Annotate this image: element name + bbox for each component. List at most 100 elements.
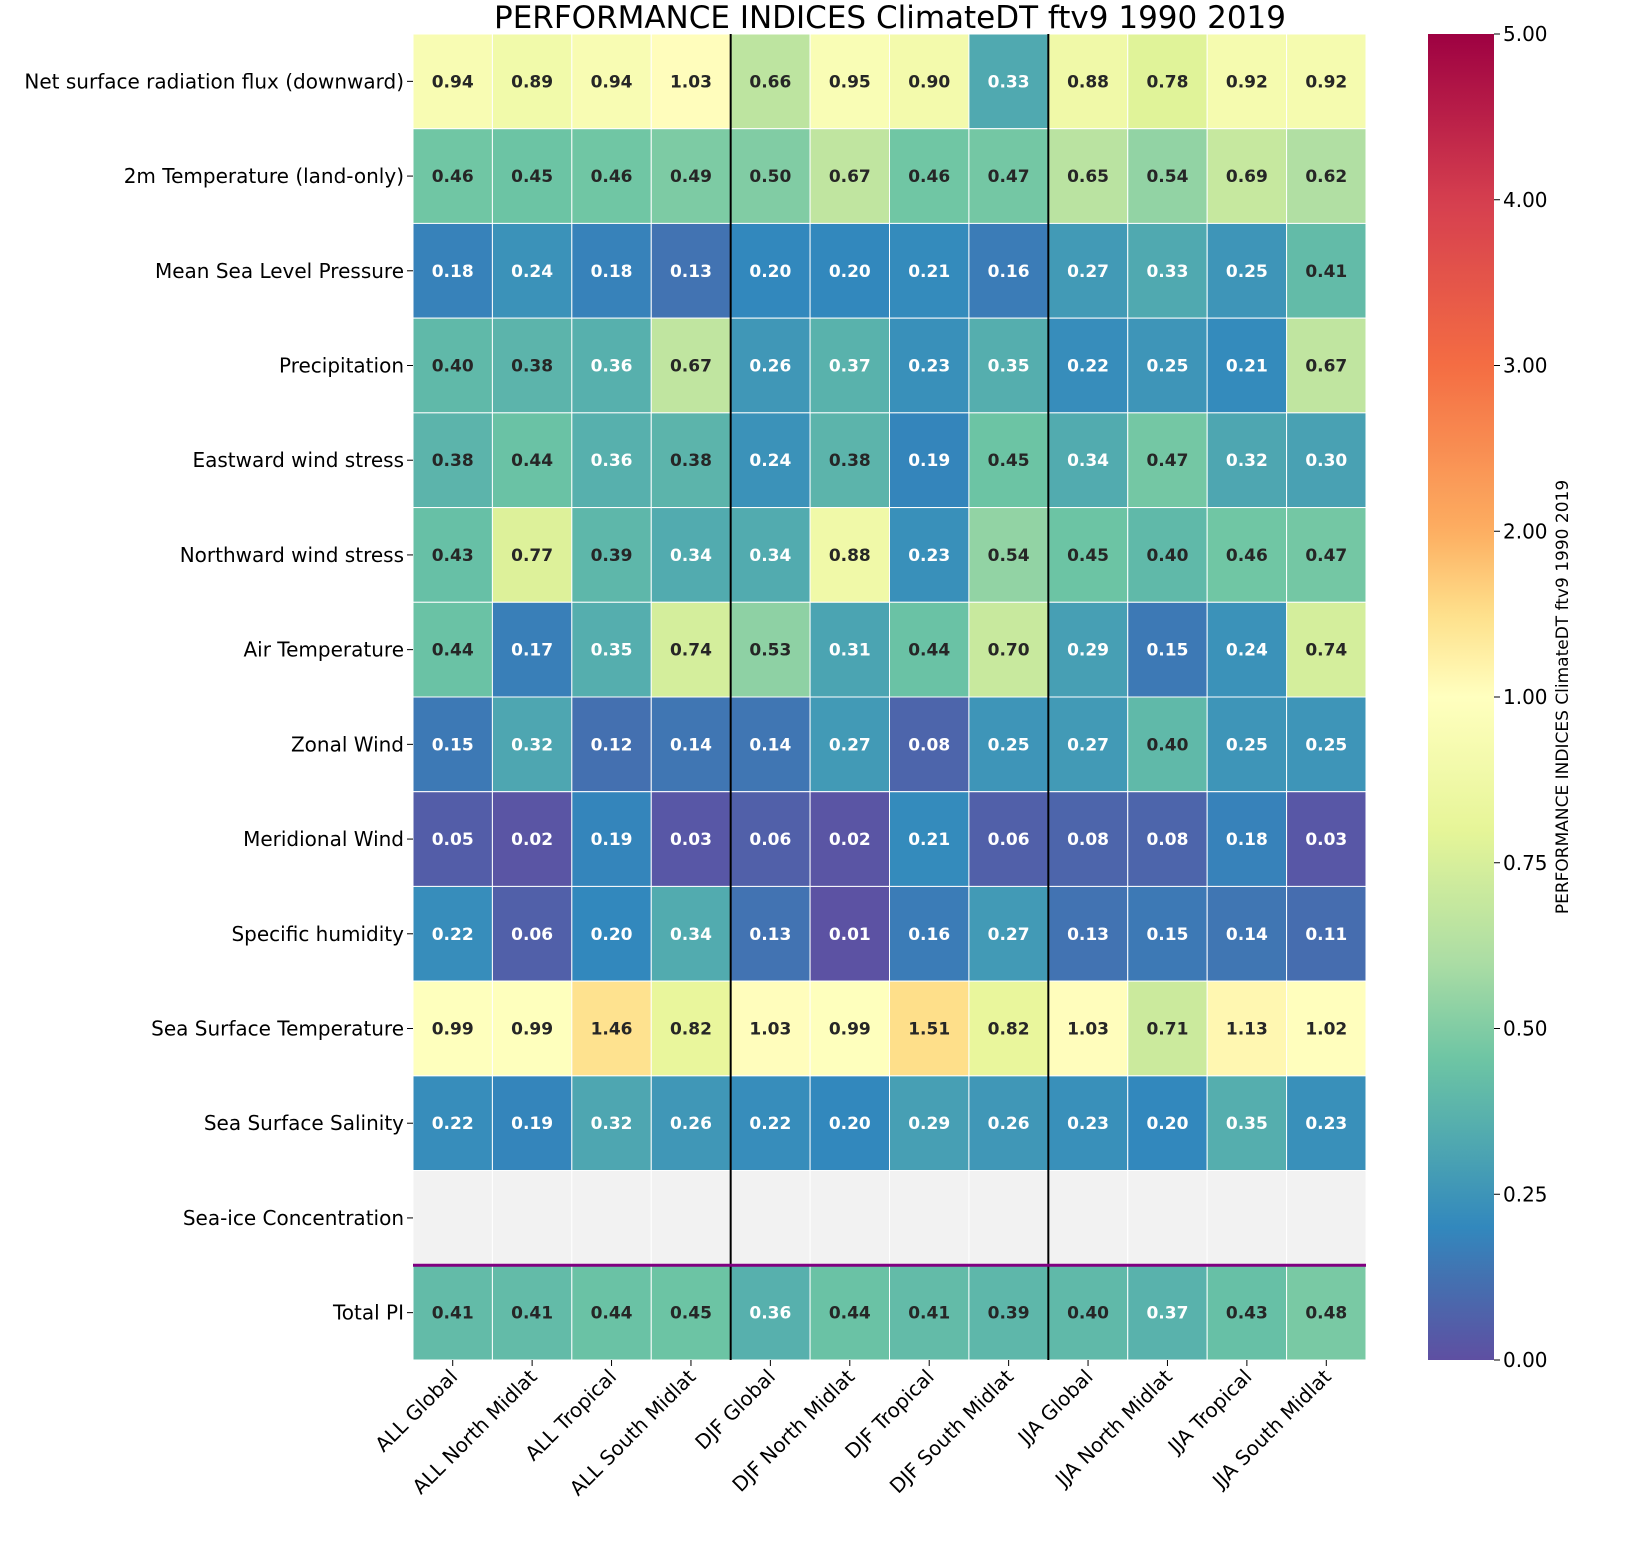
cell-value: 0.31 [829,641,871,661]
cell-value: 0.25 [1226,735,1268,755]
row-label: Eastward wind stress [192,448,404,472]
heatmap-cell [1127,507,1208,603]
heatmap-cell [412,222,493,319]
row-label: Northward wind stress [180,543,404,567]
heatmap-cell [730,33,811,130]
row-label: Specific humidity [231,922,404,946]
cell-value: 1.13 [1226,1020,1268,1040]
cell-value: 0.22 [432,1114,474,1134]
cell-value: 0.01 [829,925,871,945]
cell-value: 0.05 [432,830,474,850]
cell-value: 0.24 [511,262,553,282]
heatmap-cell [1047,980,1129,1077]
heatmap-cell [730,885,811,982]
cell-value: 0.47 [988,167,1030,187]
heatmap-cell [412,980,493,1077]
colorbar-tick-label: 0.25 [1503,1182,1548,1206]
heatmap-cell [571,412,652,509]
cell-value: 1.03 [1067,1020,1109,1040]
cell-value: 0.34 [670,546,712,566]
heatmap-cell [1047,1170,1129,1266]
heatmap-cell [412,1264,493,1361]
cell-value: 0.18 [591,262,633,282]
heatmap-cell [412,1170,493,1266]
cell-value: 0.22 [432,925,474,945]
row-label: Air Temperature [243,638,404,662]
heatmap-cell [889,791,970,887]
cell-value: 0.19 [511,1114,553,1134]
cell-value: 0.50 [749,167,791,187]
cell-value: 0.33 [988,72,1030,92]
heatmap-cell [809,317,890,414]
heatmap-cell [968,791,1049,887]
heatmap-cell [571,601,652,698]
heatmap-cell [412,791,493,887]
heatmap-cell [968,128,1049,224]
heatmap-cell [1047,507,1129,603]
cell-value: 0.25 [1305,735,1347,755]
heatmap-cell [730,980,811,1077]
heatmap-cell [412,601,493,698]
cell-value: 0.23 [1305,1114,1347,1134]
cell-value: 0.74 [670,641,712,661]
heatmap-cell [889,317,970,414]
row-label: Mean Sea Level Pressure [155,259,404,283]
colorbar-tick-label: 0.75 [1503,851,1548,875]
cell-value: 0.43 [432,546,474,566]
cell-value: 0.71 [1146,1020,1188,1040]
cell-value: 0.34 [749,546,791,566]
cell-value: 0.06 [511,925,553,945]
cell-value: 0.03 [1305,830,1347,850]
cell-value: 0.74 [1305,641,1347,661]
heatmap-cell [1286,980,1367,1077]
heatmap-cell [571,885,652,982]
heatmap-cell [730,1170,811,1266]
cell-value: 0.16 [908,925,950,945]
cell-value: 0.45 [1067,546,1109,566]
cell-value: 0.02 [511,830,553,850]
heatmap-cell [730,601,811,698]
cell-value: 0.34 [670,925,712,945]
cell-value: 0.17 [511,641,553,661]
heatmap-cell [889,1170,970,1266]
cell-value: 0.41 [1305,262,1347,282]
cell-value: 0.20 [1146,1114,1188,1134]
cell-value: 0.70 [988,641,1030,661]
cell-value: 0.39 [591,546,633,566]
column-label: JJA Global [1012,1365,1098,1451]
heatmap-cell [809,791,890,887]
cell-value: 0.41 [908,1304,950,1324]
heatmap-cell [1206,601,1288,698]
cell-value: 0.38 [432,451,474,471]
row-label: Sea-ice Concentration [183,1206,404,1230]
cell-value: 0.03 [670,830,712,850]
heatmap-cell [571,128,652,224]
heatmap-cell [650,885,732,982]
heatmap-cell [1286,1264,1367,1361]
heatmap-cell [889,980,970,1077]
cell-value: 0.32 [591,1114,633,1134]
heatmap-cell [809,1264,890,1361]
heatmap-cell [491,601,573,698]
cell-value: 0.35 [1226,1114,1268,1134]
cell-value: 0.46 [1226,546,1268,566]
cell-value: 0.06 [988,830,1030,850]
colorbar: 0.00 0.25 0.50 0.75 1.00 2.00 3.00 4.00 5.00 [1428,22,1548,1372]
cell-value: 1.46 [591,1020,633,1040]
heatmap-cell [1286,128,1367,224]
cell-value: 0.90 [908,72,950,92]
cell-value: 0.21 [908,830,950,850]
cell-value: 0.35 [988,357,1030,377]
cell-value: 0.47 [1146,451,1188,471]
cell-value: 0.23 [1067,1114,1109,1134]
heatmap-cell [809,1170,890,1266]
heatmap-cell [968,980,1049,1077]
heatmap-cell [809,1075,890,1172]
cell-value: 0.13 [1067,925,1109,945]
cell-value: 0.36 [749,1304,791,1324]
cell-value: 0.45 [511,167,553,187]
cell-value: 0.88 [1067,72,1109,92]
heatmap-cell [491,696,573,793]
cell-value: 0.18 [1226,830,1268,850]
chart-title: PERFORMANCE INDICES ClimateDT ftv9 1990 … [494,0,1286,36]
